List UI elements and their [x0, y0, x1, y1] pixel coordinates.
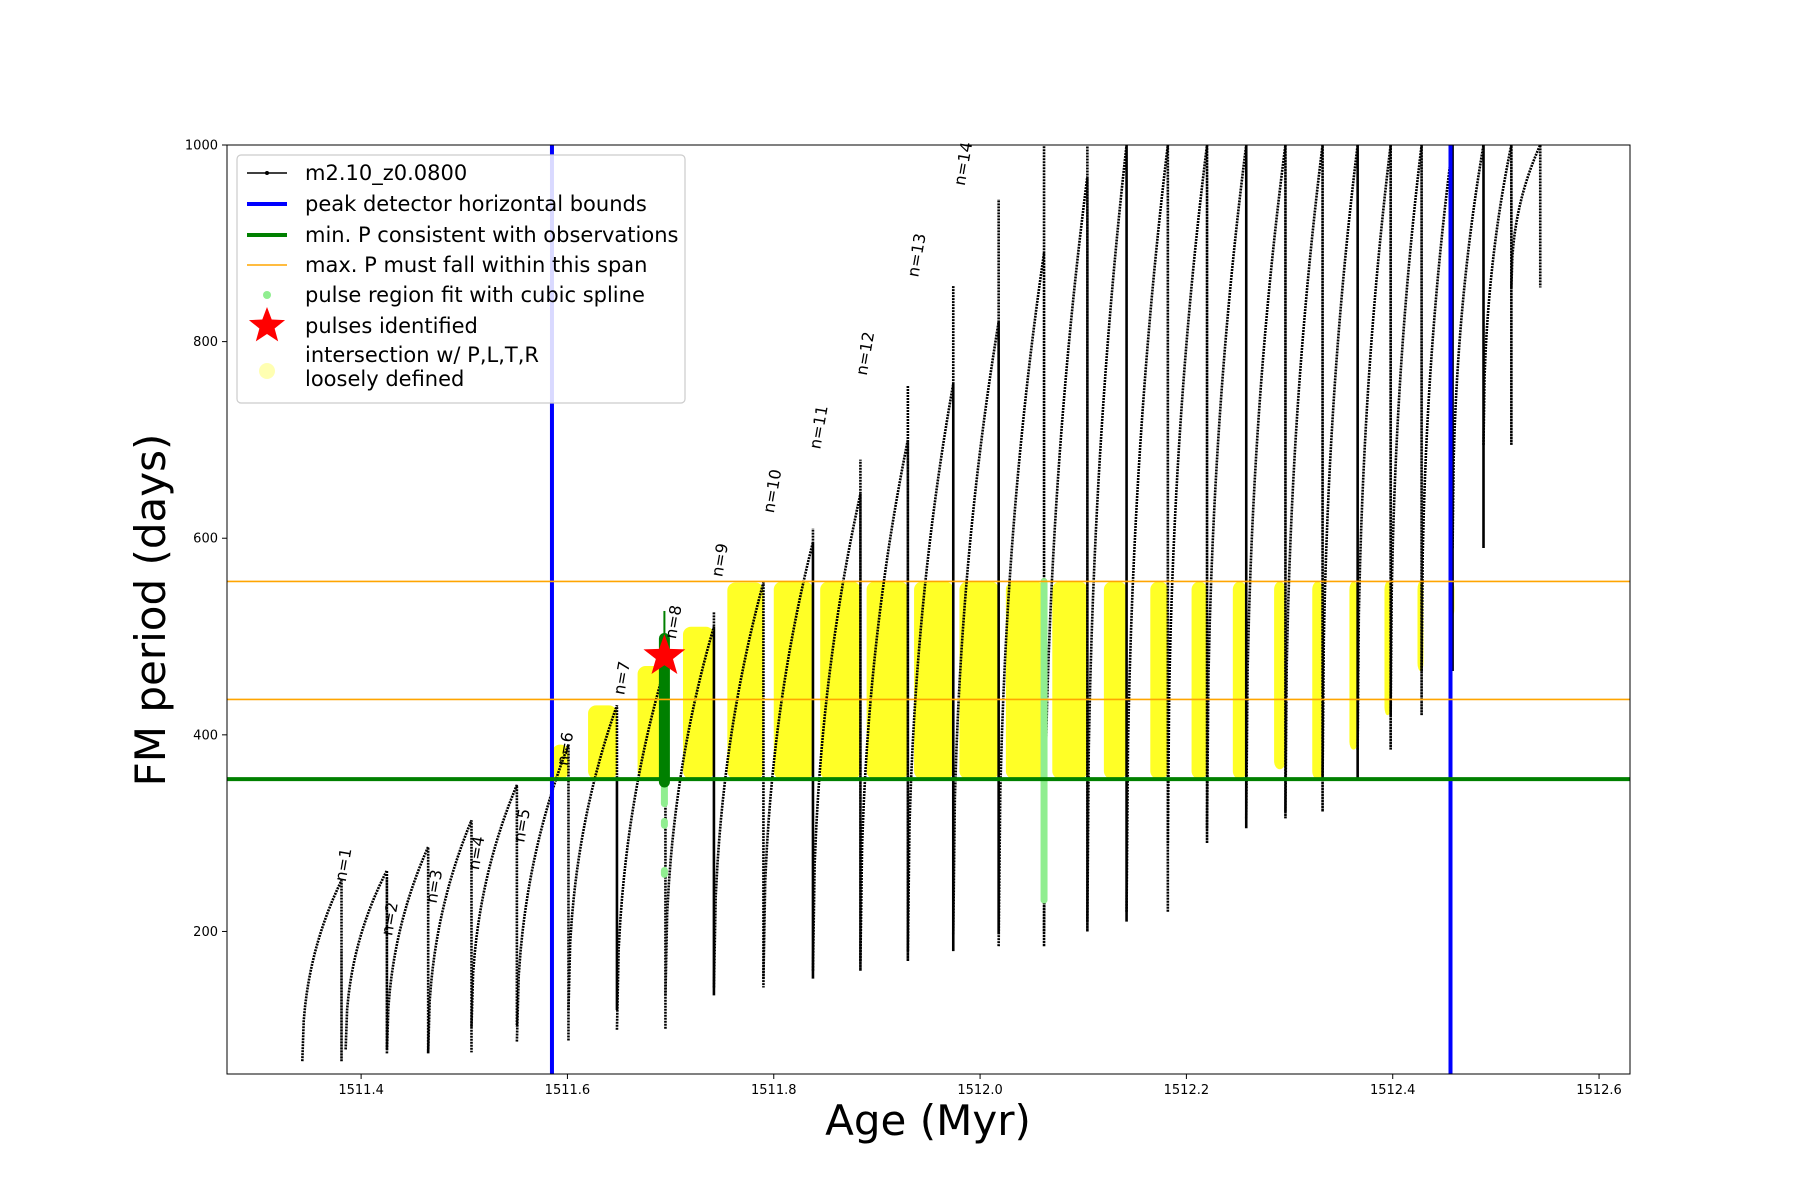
loose-span-4 [682, 626, 714, 780]
y-tick-label-3: 600 [193, 532, 218, 547]
x-axis-label: Age (Myr) [825, 1096, 1031, 1145]
loose-span-6 [773, 581, 813, 780]
y-axis-ticks: 200 400 600 800 1000 [185, 139, 227, 940]
legend-label-bounds: peak detector horizontal bounds [305, 192, 647, 216]
x-tick-label-3: 1511.8 [751, 1083, 797, 1098]
loose-span-16 [1232, 581, 1247, 780]
model-cycle-29 [1482, 145, 1513, 445]
model-cycle-28 [1451, 145, 1485, 549]
loose-span-1 [551, 744, 569, 780]
legend-label-min_p: min. P consistent with observations [305, 223, 678, 247]
model-cycle-26 [1389, 145, 1423, 716]
legend-box [236, 154, 686, 404]
model-cycle-3 [385, 846, 430, 1054]
model-cycle-10 [712, 582, 765, 988]
model-cycle-19 [1125, 145, 1170, 912]
pulse-label-8: n=8 [661, 604, 686, 641]
model-cycle-2 [344, 869, 389, 1050]
loose-span-15 [1191, 581, 1208, 780]
pulse-identified-star [643, 634, 686, 674]
model-cycle-20 [1166, 145, 1209, 843]
model-cycle-4 [426, 819, 473, 1053]
pulse-label-6: n=6 [553, 730, 578, 767]
legend-label-spline: pulse region fit with cubic spline [305, 283, 645, 307]
legend-label-pulse: pulses identified [305, 314, 478, 338]
model-cycle-8 [615, 665, 667, 1030]
loose-span-9 [914, 581, 954, 780]
y-tick-label-1: 200 [193, 925, 218, 940]
plot-area [227, 145, 1630, 1074]
loose-span-10 [959, 581, 999, 780]
pulse-label-14: n=14 [950, 140, 976, 187]
x-tick-label-4: 1512.0 [957, 1083, 1003, 1098]
loose-span-8 [866, 581, 908, 780]
pulse-label-7: n=7 [609, 660, 634, 697]
loose-span-2 [588, 705, 617, 780]
model-cycle-1 [301, 879, 343, 1062]
pulse-label-3: n=3 [422, 868, 447, 905]
model-cycle-27 [1420, 145, 1454, 671]
legend-label-loose: intersection w/ P,L,T,R loosely defined [305, 343, 539, 391]
x-tick-label-6: 1512.4 [1370, 1083, 1416, 1098]
model-cycle-15 [951, 199, 1000, 935]
pulse-label-9: n=9 [707, 542, 732, 579]
model-cycle-21 [1205, 145, 1248, 829]
x-axis-ticks: 1511.4 1511.6 1511.8 1512.0 1512.2 1512.4 1512… [338, 1074, 1622, 1098]
legend-swatch-pulse [248, 307, 286, 342]
x-tick-label-1: 1511.4 [338, 1083, 384, 1098]
plot-frame [226, 144, 1631, 1075]
pulse-label-2: n=2 [377, 901, 402, 938]
model-cycle-6 [515, 744, 570, 1042]
model-cycle-18 [1086, 145, 1128, 922]
loose-span-12 [1052, 581, 1088, 780]
model-cycle-17 [1042, 145, 1089, 932]
loose-span-19 [1349, 581, 1358, 750]
loose-intersection-series [551, 581, 1455, 780]
pulse-label-5: n=5 [509, 807, 534, 844]
pulse-label-12: n=12 [852, 330, 878, 377]
loose-span-20 [1384, 581, 1391, 716]
y-tick-label-4: 800 [193, 335, 218, 350]
x-tick-label-5: 1512.2 [1164, 1083, 1210, 1098]
loose-span-14 [1150, 581, 1168, 780]
model-cycle-30 [1510, 145, 1542, 288]
y-tick-label-2: 400 [193, 728, 218, 743]
legend-swatch-loose [259, 363, 275, 379]
x-tick-label-2: 1511.6 [545, 1083, 591, 1098]
model-cycle-5 [470, 784, 519, 1027]
x-tick-label-7: 1512.6 [1576, 1083, 1622, 1098]
reference-lines [227, 145, 1630, 1074]
model-cycle-9 [664, 611, 716, 996]
y-tick-label-5: 1000 [185, 139, 218, 154]
pulse-label-11: n=11 [805, 404, 831, 451]
pulse-marker-layer [643, 634, 686, 674]
y-axis-label: FM period (days) [126, 434, 175, 787]
legend-swatch-spline [263, 291, 271, 299]
pulse-label-4: n=4 [464, 835, 489, 872]
loose-span-17 [1274, 581, 1286, 770]
loose-span-5 [727, 582, 764, 780]
pulse-label-13: n=13 [903, 232, 929, 279]
model-cycle-13 [859, 385, 910, 961]
loose-span-11 [1005, 581, 1045, 780]
legend-label-max_p: max. P must fall within this span [305, 253, 647, 277]
loose-span-18 [1312, 581, 1323, 780]
pulse-label-10: n=10 [759, 468, 785, 515]
legend-label-model: m2.10_z0.0800 [305, 161, 467, 186]
loose-span-13 [1103, 581, 1127, 780]
pulse-label-1: n=1 [331, 846, 356, 883]
legend-swatch-model-dot [265, 171, 269, 175]
model-cycle-16 [997, 145, 1046, 947]
loose-span-7 [820, 581, 861, 780]
